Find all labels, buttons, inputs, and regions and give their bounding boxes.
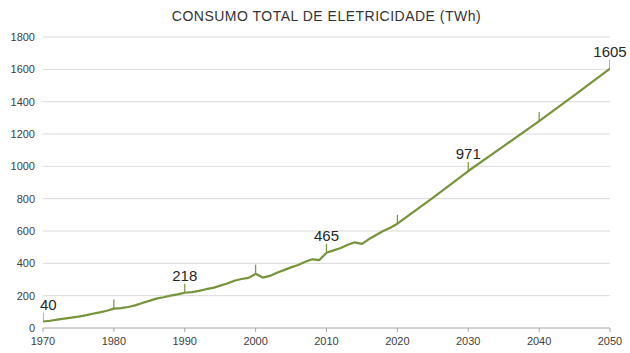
grid-line xyxy=(43,166,610,167)
x-tick-label: 2030 xyxy=(456,335,480,347)
grid-line xyxy=(43,134,610,135)
grid-line xyxy=(43,37,610,38)
point-tick xyxy=(609,60,610,69)
x-tick xyxy=(610,328,611,332)
x-tick xyxy=(397,328,398,332)
y-tick-label: 1000 xyxy=(11,160,35,172)
x-tick-label: 1990 xyxy=(173,335,197,347)
y-tick-label: 1400 xyxy=(11,96,35,108)
point-tick xyxy=(539,112,540,121)
x-tick-label: 1970 xyxy=(31,335,55,347)
x-tick xyxy=(255,328,256,332)
plot-area xyxy=(43,60,610,322)
point-tick xyxy=(43,313,44,322)
x-tick xyxy=(43,328,44,332)
y-tick-label: 0 xyxy=(29,322,35,334)
x-tick-label: 2040 xyxy=(527,335,551,347)
y-tick-label: 1200 xyxy=(11,128,35,140)
point-tick xyxy=(113,300,114,309)
x-tick xyxy=(539,328,540,332)
title: CONSUMO TOTAL DE ELETRICIDADE (TWh) xyxy=(172,8,481,24)
x-tick xyxy=(468,328,469,332)
annotation: 465 xyxy=(314,227,339,244)
y-tick-label: 600 xyxy=(17,225,35,237)
y-tick-label: 800 xyxy=(17,193,35,205)
y-tick-label: 1800 xyxy=(11,31,35,43)
point-tick xyxy=(255,265,256,274)
x-tick xyxy=(113,328,114,332)
point-tick xyxy=(326,244,327,253)
annotation: 40 xyxy=(40,296,57,313)
line xyxy=(43,69,610,322)
grid-line xyxy=(43,263,610,264)
point-tick xyxy=(468,162,469,171)
x-tick-label: 1980 xyxy=(102,335,126,347)
chart: CONSUMO TOTAL DE ELETRICIDADE (TWh) 0 200 4… xyxy=(0,0,630,353)
point-tick xyxy=(397,215,398,224)
annotation: 1605 xyxy=(593,43,626,60)
x-tick-label: 2050 xyxy=(598,335,622,347)
annotation: 218 xyxy=(172,267,197,284)
x-tick xyxy=(326,328,327,332)
grid-line xyxy=(43,69,610,70)
grid-line xyxy=(43,198,610,199)
grid-line xyxy=(43,101,610,102)
x-tick xyxy=(184,328,185,332)
point-tick xyxy=(184,284,185,293)
x-tick-label: 2020 xyxy=(385,335,409,347)
grid-line xyxy=(43,295,610,296)
y-tick-label: 400 xyxy=(17,257,35,269)
y-tick-label: 1600 xyxy=(11,63,35,75)
x-tick-label: 2010 xyxy=(314,335,338,347)
y-tick-label: 200 xyxy=(17,290,35,302)
x-tick-label: 2000 xyxy=(243,335,267,347)
annotation: 971 xyxy=(456,145,481,162)
